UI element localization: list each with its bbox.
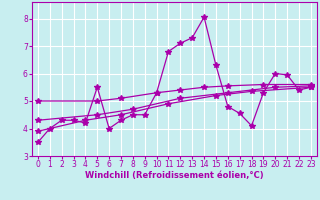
X-axis label: Windchill (Refroidissement éolien,°C): Windchill (Refroidissement éolien,°C) xyxy=(85,171,264,180)
